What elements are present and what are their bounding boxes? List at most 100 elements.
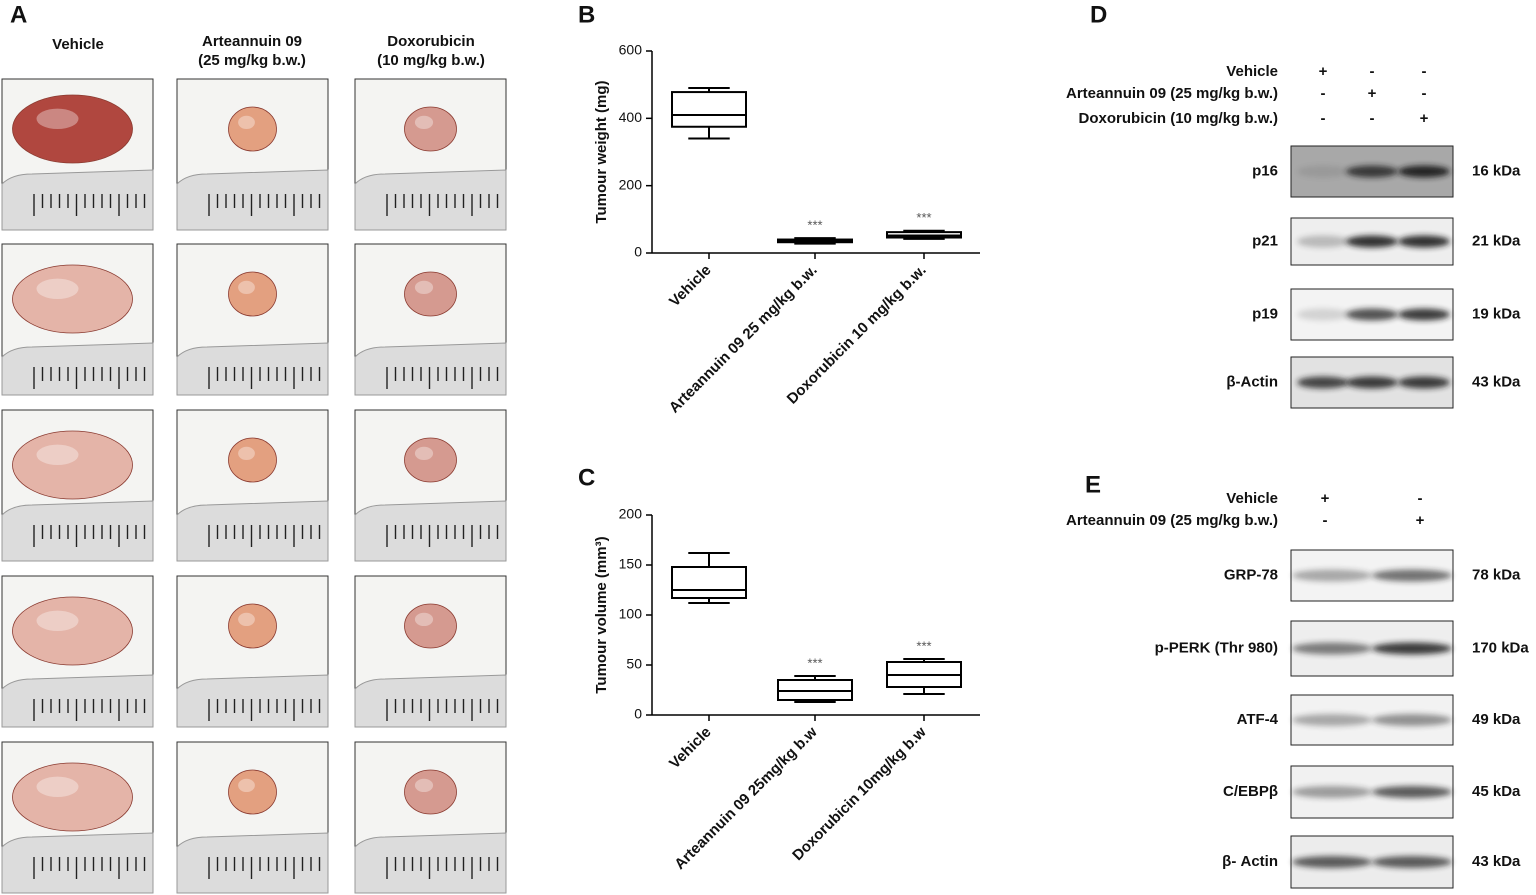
tumour-highlight xyxy=(238,612,255,627)
y-axis-label: Tumour weight (mg) xyxy=(593,80,610,223)
ruler xyxy=(176,500,329,562)
protein-label: β-Actin xyxy=(1226,373,1278,390)
y-tick-label: 150 xyxy=(619,556,643,572)
box xyxy=(671,91,747,128)
tumour-photo xyxy=(176,78,329,231)
tumour-highlight xyxy=(414,446,434,460)
tumour-highlight xyxy=(414,115,434,129)
ruler xyxy=(176,169,329,231)
band xyxy=(1346,235,1398,248)
band xyxy=(1398,376,1450,389)
tumour-photo xyxy=(176,575,329,728)
tumour xyxy=(404,106,457,152)
treatment-sign: - xyxy=(1323,512,1328,529)
tumour-highlight xyxy=(238,446,255,460)
column-header: (25 mg/kg b.w.) xyxy=(198,52,306,69)
y-tick-label: 600 xyxy=(619,42,643,58)
band xyxy=(1372,642,1452,655)
tumour xyxy=(228,603,277,649)
treatment-label: Arteannuin 09 (25 mg/kg b.w.) xyxy=(1066,512,1278,529)
ruler xyxy=(1,832,154,894)
significance: *** xyxy=(807,218,822,233)
band xyxy=(1346,165,1398,178)
tumour-photo xyxy=(1,409,154,562)
box xyxy=(671,566,747,599)
treatment-sign: - xyxy=(1422,63,1427,80)
treatment-sign: - xyxy=(1418,490,1423,507)
size-label: 19 kDa xyxy=(1472,305,1521,322)
y-tick-label: 200 xyxy=(619,506,643,522)
tumour-photo xyxy=(354,409,507,562)
tumour-photo xyxy=(354,575,507,728)
tumour xyxy=(404,437,457,483)
column-header: Doxorubicin xyxy=(387,33,475,50)
band xyxy=(1292,569,1372,582)
tumour xyxy=(228,106,277,152)
tumour xyxy=(12,264,133,334)
ruler xyxy=(354,832,507,894)
tumour-photo xyxy=(1,575,154,728)
tumour xyxy=(228,769,277,815)
treatment-sign: + xyxy=(1319,63,1328,80)
tumour-photo xyxy=(354,78,507,231)
tumour-highlight xyxy=(36,108,79,129)
y-tick-label: 400 xyxy=(619,109,643,125)
band xyxy=(1297,308,1349,321)
size-label: 45 kDa xyxy=(1472,783,1521,800)
band xyxy=(1372,714,1452,726)
treatment-sign: + xyxy=(1416,512,1425,529)
band xyxy=(1372,786,1452,798)
treatment-sign: + xyxy=(1420,110,1429,127)
tumour-highlight xyxy=(238,778,255,793)
treatment-label: Doxorubicin (10 mg/kg b.w.) xyxy=(1079,110,1278,127)
protein-label: p19 xyxy=(1252,305,1278,322)
tumour-highlight xyxy=(238,115,255,129)
tumour-photo xyxy=(1,741,154,894)
protein-label: GRP-78 xyxy=(1224,566,1278,583)
protein-label: β- Actin xyxy=(1222,853,1278,870)
panel-label: E xyxy=(1085,471,1101,498)
tumour-photo xyxy=(176,409,329,562)
band xyxy=(1398,235,1450,248)
panel-label: A xyxy=(10,1,27,28)
size-label: 43 kDa xyxy=(1472,853,1521,870)
column-header: Vehicle xyxy=(52,36,104,53)
tumour-highlight xyxy=(414,612,434,627)
tumour-photo xyxy=(354,741,507,894)
y-tick-label: 0 xyxy=(634,706,642,722)
band xyxy=(1346,308,1398,321)
tumour xyxy=(12,762,133,832)
band xyxy=(1398,308,1450,321)
band xyxy=(1372,569,1452,582)
significance: *** xyxy=(916,638,931,653)
size-label: 170 kDa xyxy=(1472,639,1529,656)
band xyxy=(1297,165,1349,178)
ruler xyxy=(1,342,154,396)
ruler xyxy=(1,674,154,728)
tumour xyxy=(404,603,457,649)
tumour xyxy=(404,769,457,815)
protein-label: p-PERK (Thr 980) xyxy=(1155,639,1278,656)
treatment-label: Vehicle xyxy=(1226,63,1278,80)
size-label: 16 kDa xyxy=(1472,162,1521,179)
tumour-photo xyxy=(1,243,154,396)
ruler xyxy=(354,342,507,396)
x-tick-label: Vehicle xyxy=(666,724,715,773)
tumour-photo xyxy=(354,243,507,396)
band xyxy=(1292,714,1372,726)
size-label: 78 kDa xyxy=(1472,566,1521,583)
tumour xyxy=(12,94,133,164)
ruler xyxy=(354,500,507,562)
panel-label: D xyxy=(1090,1,1107,28)
band xyxy=(1346,376,1398,389)
treatment-sign: - xyxy=(1422,85,1427,102)
significance: *** xyxy=(807,655,822,670)
ruler xyxy=(1,169,154,231)
band xyxy=(1372,856,1452,868)
band xyxy=(1398,165,1450,178)
treatment-label: Arteannuin 09 (25 mg/kg b.w.) xyxy=(1066,85,1278,102)
tumour xyxy=(228,271,277,317)
ruler xyxy=(176,674,329,728)
y-tick-label: 50 xyxy=(626,656,642,672)
